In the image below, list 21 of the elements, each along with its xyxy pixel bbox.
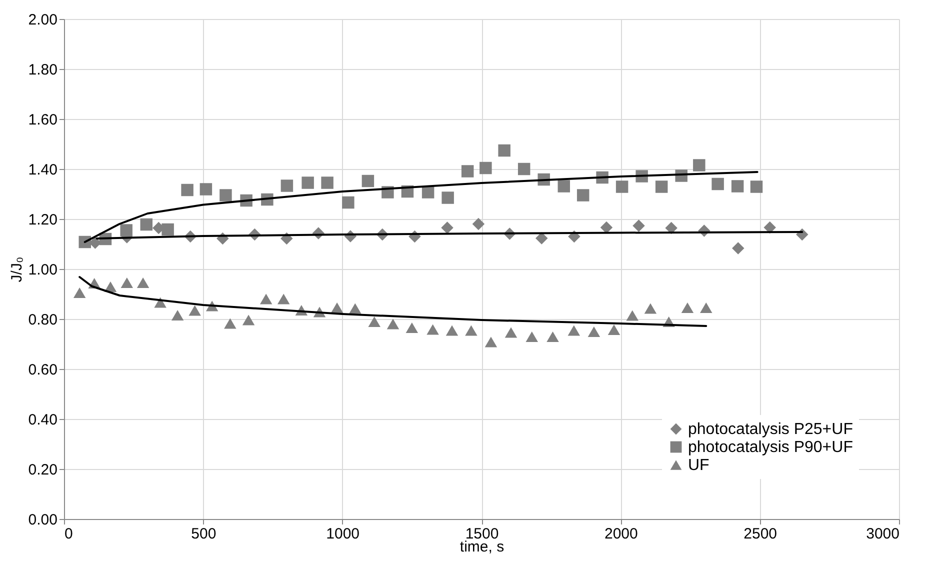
x-tick-label: 500	[191, 526, 216, 542]
y-tick-label: 0.00	[28, 512, 58, 528]
x-tick-label: 2000	[604, 526, 638, 542]
y-axis-title: J/J₀	[8, 256, 26, 282]
y-tick-label: 1.60	[28, 112, 58, 128]
y-tick-label: 0.80	[28, 312, 58, 328]
legend-label: photocatalysis P90+UF	[688, 439, 854, 456]
y-tick-label: 0.20	[28, 462, 58, 478]
y-tick-label: 2.00	[28, 12, 58, 28]
x-tick-label: 3000	[866, 526, 900, 542]
legend-label: photocatalysis P25+UF	[688, 421, 854, 438]
x-tick-label: 1000	[326, 526, 360, 542]
x-tick-label: 0	[64, 526, 73, 542]
y-tick-label: 1.80	[28, 62, 58, 78]
y-tick-label: 0.60	[28, 362, 58, 378]
x-tick-label: 2500	[744, 526, 778, 542]
y-tick-label: 1.40	[28, 162, 58, 178]
y-tick-label: 1.00	[28, 262, 58, 278]
y-tick-label: 0.40	[28, 412, 58, 428]
y-tick-label: 1.20	[28, 212, 58, 228]
legend-label: UF	[688, 457, 710, 474]
